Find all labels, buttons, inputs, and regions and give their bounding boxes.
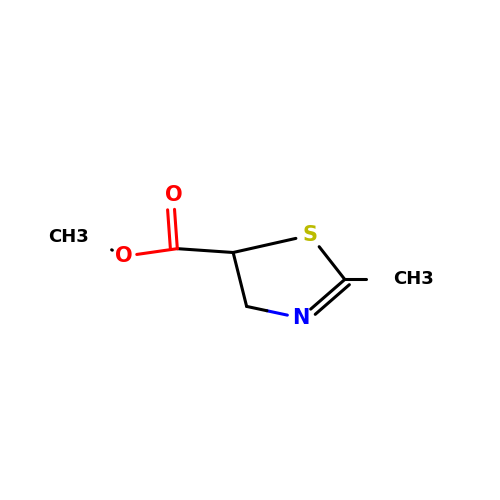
- Text: O: O: [114, 246, 132, 266]
- Text: S: S: [302, 225, 318, 245]
- Text: N: N: [292, 308, 309, 328]
- Text: CH3: CH3: [393, 270, 434, 288]
- Text: O: O: [164, 184, 182, 205]
- Text: CH3: CH3: [48, 228, 89, 246]
